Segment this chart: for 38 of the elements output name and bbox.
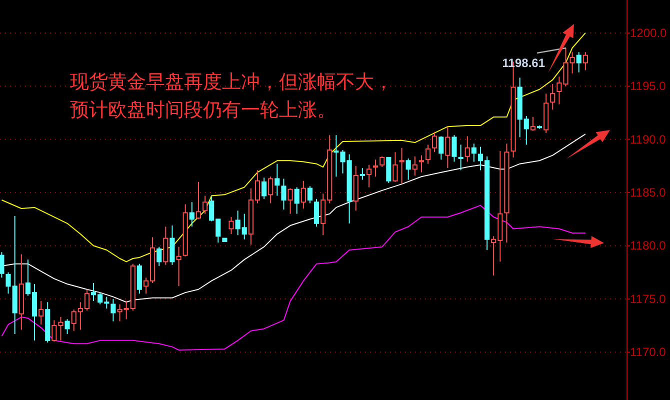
- candlestick: [110, 298, 116, 322]
- candlestick: [170, 225, 175, 266]
- line-series: [1, 32, 586, 262]
- candlestick: [38, 300, 44, 325]
- candlestick: [504, 143, 510, 244]
- candlestick: [18, 254, 24, 330]
- annotation: 现货黄金早盘再度上冲，但涨幅不大，: [70, 71, 393, 93]
- candlestick: [576, 52, 582, 73]
- candlestick: [458, 144, 464, 171]
- candlestick: [353, 165, 358, 212]
- candlestick: [471, 143, 476, 162]
- candlestick: [274, 163, 280, 196]
- annotation: 预计欧盘时间段仍有一轮上涨。: [70, 99, 336, 121]
- candlestick: [412, 156, 418, 176]
- candlestick: [300, 180, 306, 210]
- line-series: [1, 204, 586, 350]
- annotation: 1198.61: [502, 56, 546, 70]
- candlestick: [281, 178, 286, 210]
- candlestick: [262, 177, 267, 200]
- y-tick-label: 1175.0: [630, 292, 666, 306]
- y-tick-label: 1170.0: [630, 345, 666, 360]
- candlestick: [360, 168, 365, 180]
- candlestick: [176, 246, 182, 287]
- candlestick: [228, 216, 234, 235]
- candlestick: [373, 159, 378, 178]
- y-tick-label: 1185.0: [630, 186, 666, 200]
- candlestick: [202, 195, 208, 214]
- candlestick: [550, 84, 556, 110]
- y-tick-label: 1200.0: [630, 26, 668, 40]
- candlestick: [189, 202, 194, 228]
- candlestick: [445, 126, 450, 169]
- candlestick: [399, 147, 404, 185]
- y-tick-label: 1180.0: [630, 238, 666, 253]
- candlestick: [425, 144, 431, 164]
- y-tick-label: 1190.0: [630, 132, 666, 146]
- y-tick-label: 1195.0: [630, 79, 666, 94]
- candlestick: [163, 226, 168, 266]
- line-series: [1, 134, 586, 303]
